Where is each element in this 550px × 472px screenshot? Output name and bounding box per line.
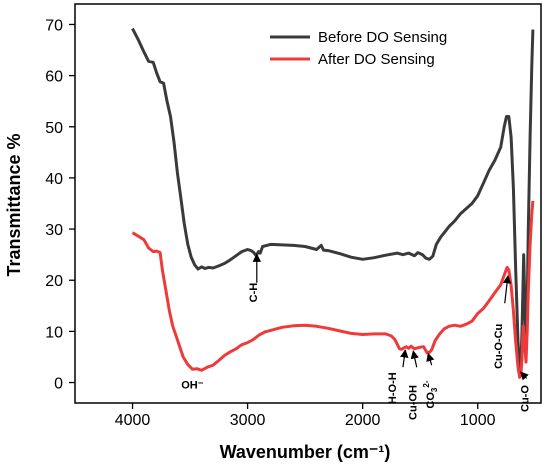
x-tick-label: 3000	[230, 412, 266, 429]
annotation-label: OH⁻	[181, 380, 204, 392]
legend-label-2: After DO Sensing	[318, 51, 435, 68]
x-tick-label: 2000	[345, 412, 381, 429]
y-axis-label: Transmittance %	[4, 133, 24, 276]
x-tick-label: 1000	[460, 412, 496, 429]
annotation-label: Cu-O	[519, 385, 531, 412]
annotation-label: H-O-H	[387, 372, 399, 404]
series-layer	[131, 27, 535, 379]
axis-ticks: 4000 3000 2000 1000 0 10 20 30 40 50 60 70	[45, 17, 495, 429]
annotation-arrow	[502, 274, 512, 304]
y-tick-label: 40	[45, 171, 63, 188]
y-tick-label: 10	[45, 324, 63, 341]
annotation-label: C-H	[248, 283, 260, 303]
y-tick-label: 50	[45, 120, 63, 137]
series-line-1	[131, 27, 535, 372]
plot-border	[74, 3, 542, 404]
y-tick-label: 30	[45, 222, 63, 239]
annotation-layer: C-H OH⁻ H-O-H Cu-OH CO32- Cu-O-Cu Cu-O	[181, 253, 531, 420]
legend: Before DO Sensing After DO Sensing	[270, 29, 447, 68]
plot-frame	[74, 3, 542, 404]
y-tick-label: 20	[45, 273, 63, 290]
annotation-arrow	[410, 350, 419, 368]
y-tick-label: 70	[45, 17, 63, 34]
y-tick-label: 0	[54, 376, 63, 393]
annotation-label: CO32-	[422, 380, 439, 408]
annotation-label: Cu-OH	[408, 385, 420, 420]
annotation-arrow	[426, 352, 435, 366]
legend-label-1: Before DO Sensing	[318, 29, 447, 46]
x-tick-label: 4000	[115, 412, 151, 429]
series-line-2	[131, 200, 535, 379]
y-tick-label: 60	[45, 69, 63, 86]
x-axis-label: Wavenumber (cm⁻¹)	[220, 442, 391, 462]
annotation-arrow	[520, 371, 529, 381]
annotation-arrow	[400, 349, 409, 368]
annotation-label: Cu-O-Cu	[493, 324, 505, 369]
